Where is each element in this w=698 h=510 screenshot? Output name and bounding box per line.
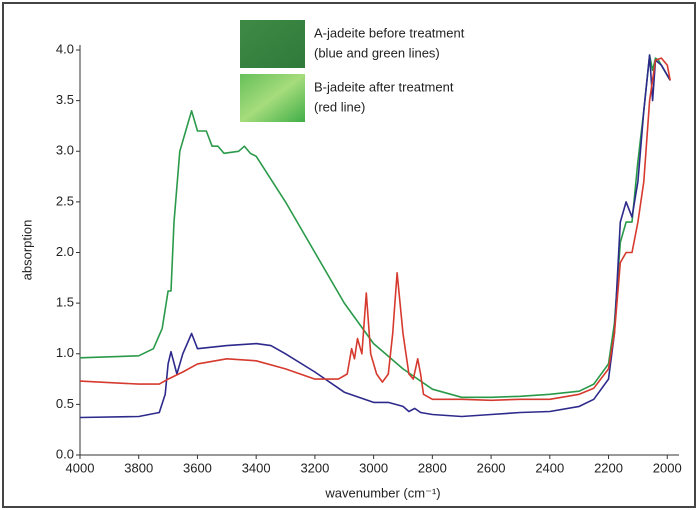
x-tick-label: 3600 xyxy=(183,460,212,475)
x-tick-label: 2600 xyxy=(477,460,506,475)
legend-text: (blue and green lines) xyxy=(314,45,440,60)
legend-text: A-jadeite before treatment xyxy=(314,25,465,40)
y-tick-label: 3.0 xyxy=(56,143,74,158)
y-tick-label: 3.5 xyxy=(56,92,74,107)
x-tick-label: 4000 xyxy=(66,460,95,475)
x-tick-label: 3000 xyxy=(359,460,388,475)
legend-swatch xyxy=(240,20,305,68)
legend-text: B-jadeite after treatment xyxy=(314,79,454,94)
y-tick-label: 0.0 xyxy=(56,446,74,461)
x-tick-label: 2000 xyxy=(653,460,682,475)
y-axis-title: absorption xyxy=(19,220,34,281)
legend-text: (red line) xyxy=(314,99,365,114)
y-tick-label: 4.0 xyxy=(56,41,74,56)
y-tick-label: 0.5 xyxy=(56,396,74,411)
x-tick-label: 2200 xyxy=(594,460,623,475)
x-tick-label: 3800 xyxy=(124,460,153,475)
series-line xyxy=(80,55,670,397)
x-tick-label: 2800 xyxy=(418,460,447,475)
x-axis-title: wavenumber (cm⁻¹) xyxy=(324,485,440,500)
series-line xyxy=(80,55,670,417)
x-tick-label: 2400 xyxy=(535,460,564,475)
chart: A-jadeite before treatment (blue and gre… xyxy=(0,0,698,510)
x-tick-label: 3200 xyxy=(300,460,329,475)
legend-swatch xyxy=(240,74,305,122)
y-tick-label: 2.0 xyxy=(56,244,74,259)
y-tick-label: 1.5 xyxy=(56,295,74,310)
series-line xyxy=(80,58,670,400)
y-tick-label: 1.0 xyxy=(56,345,74,360)
y-tick-label: 2.5 xyxy=(56,193,74,208)
x-tick-label: 3400 xyxy=(242,460,271,475)
